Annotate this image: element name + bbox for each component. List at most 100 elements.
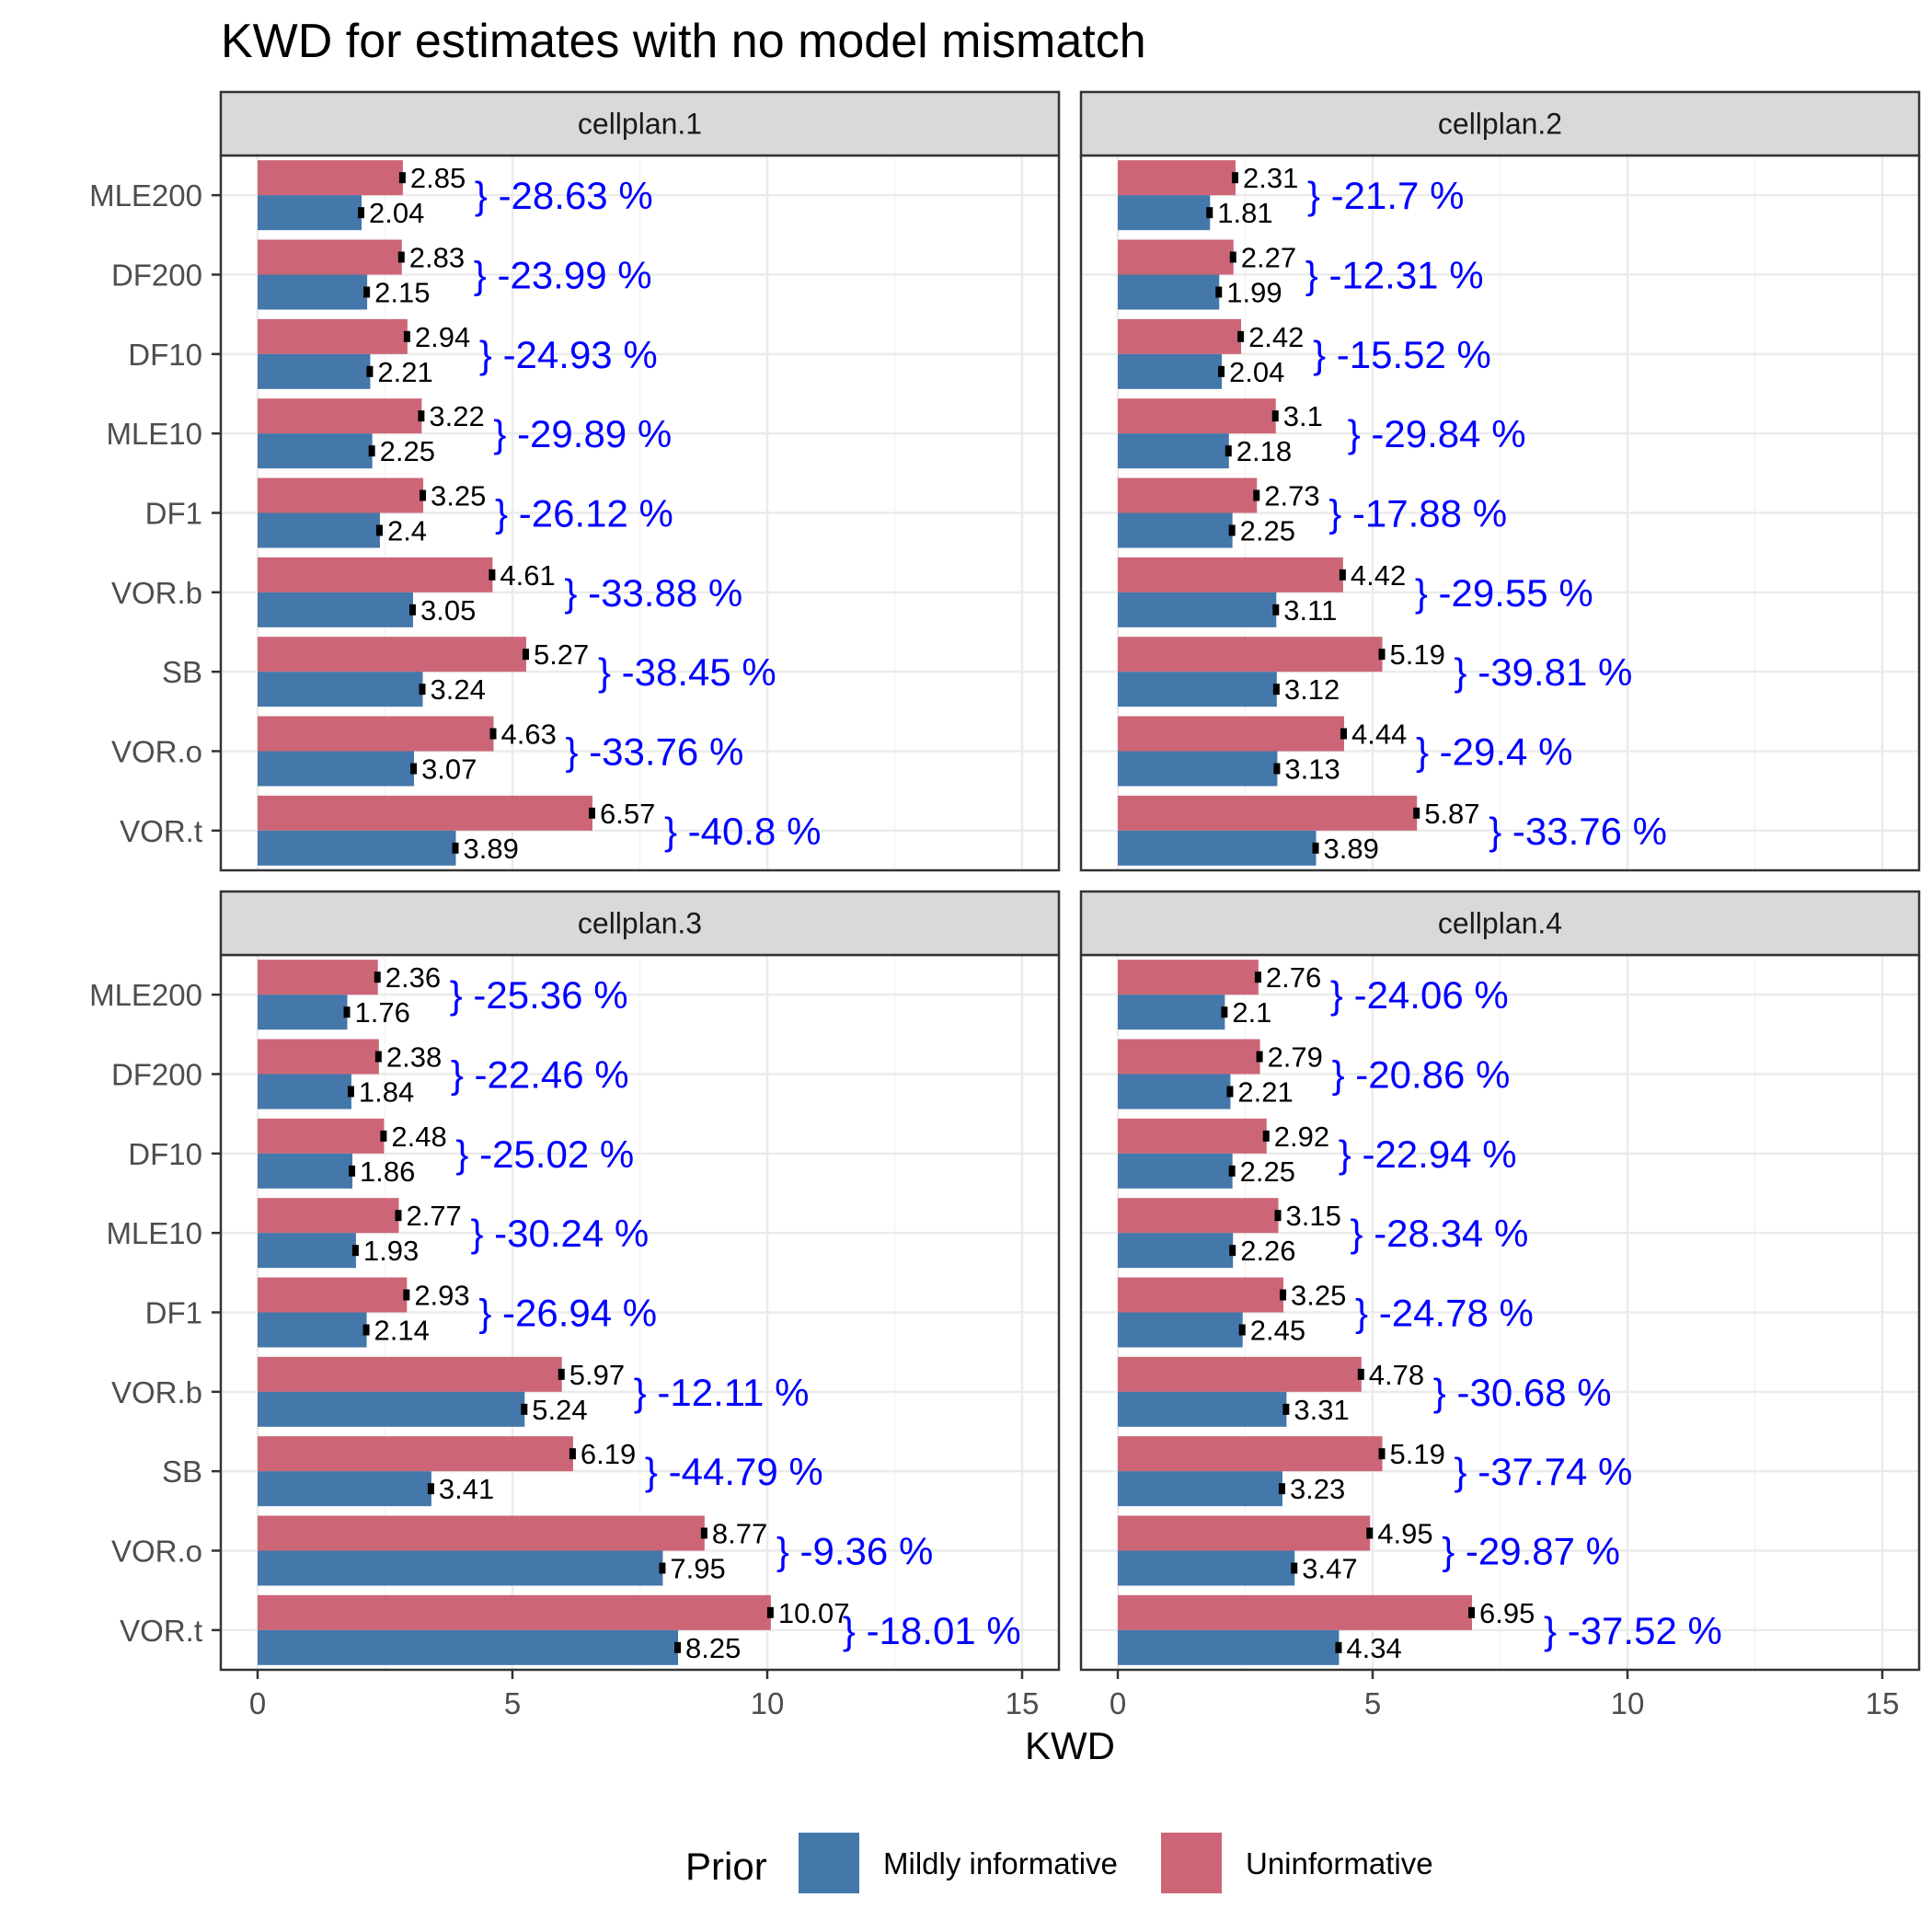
errorbar-mildly-informative-VOR.b bbox=[408, 604, 416, 615]
bar-mildly-informative-MLE200 bbox=[258, 195, 362, 231]
value-label-uninformative-DF10: 2.92 bbox=[1274, 1121, 1329, 1153]
value-label-uninformative-VOR.o: 8.77 bbox=[712, 1518, 767, 1550]
errorbar-mildly-informative-VOR.t bbox=[1335, 1641, 1342, 1653]
value-label-mildly-informative-VOR.o: 7.95 bbox=[670, 1553, 725, 1585]
value-label-uninformative-VOR.t: 6.57 bbox=[600, 798, 655, 830]
bar-mildly-informative-DF200 bbox=[1118, 1074, 1231, 1110]
value-label-mildly-informative-DF10: 2.21 bbox=[377, 356, 432, 388]
errorbar-mildly-informative-SB bbox=[427, 1483, 434, 1495]
pct-change-label-SB: } -44.79 % bbox=[645, 1450, 823, 1493]
errorbar-uninformative-DF10 bbox=[403, 330, 410, 342]
y-tick-label-SB: SB bbox=[162, 1455, 202, 1489]
errorbar-uninformative-VOR.t bbox=[1468, 1606, 1476, 1618]
bar-mildly-informative-VOR.o bbox=[258, 751, 415, 787]
bar-mildly-informative-SB bbox=[258, 672, 423, 707]
value-label-mildly-informative-VOR.b: 5.24 bbox=[532, 1394, 587, 1426]
x-tick-label: 15 bbox=[1866, 1686, 1900, 1720]
value-label-uninformative-MLE10: 3.15 bbox=[1286, 1200, 1341, 1232]
strip-background bbox=[1079, 890, 1921, 957]
strip-background bbox=[219, 890, 1061, 957]
bar-uninformative-SB bbox=[1118, 637, 1383, 673]
pct-change-label-DF10: } -25.02 % bbox=[455, 1133, 634, 1176]
bar-uninformative-VOR.b bbox=[1118, 1356, 1362, 1392]
errorbar-mildly-informative-MLE200 bbox=[1206, 207, 1213, 219]
errorbar-mildly-informative-SB bbox=[419, 684, 426, 696]
x-tick-label: 5 bbox=[1364, 1686, 1381, 1720]
bar-mildly-informative-VOR.t bbox=[258, 1629, 679, 1665]
bar-mildly-informative-DF200 bbox=[258, 1074, 351, 1110]
bar-mildly-informative-VOR.t bbox=[258, 830, 456, 866]
errorbar-mildly-informative-MLE200 bbox=[343, 1006, 351, 1018]
errorbar-uninformative-VOR.b bbox=[489, 569, 496, 581]
pct-change-label-DF1: } -17.88 % bbox=[1328, 492, 1507, 535]
bar-uninformative-VOR.b bbox=[258, 1356, 562, 1392]
pct-change-label-VOR.b: } -30.68 % bbox=[1433, 1371, 1612, 1414]
value-label-mildly-informative-MLE200: 1.76 bbox=[355, 996, 410, 1029]
value-label-uninformative-VOR.t: 5.87 bbox=[1424, 798, 1479, 830]
errorbar-uninformative-DF10 bbox=[1237, 330, 1245, 342]
errorbar-mildly-informative-DF10 bbox=[366, 365, 374, 377]
pct-change-label-DF1: } -24.78 % bbox=[1355, 1292, 1534, 1335]
errorbar-uninformative-VOR.o bbox=[1340, 728, 1347, 740]
bar-mildly-informative-MLE10 bbox=[258, 433, 373, 469]
bar-uninformative-DF200 bbox=[258, 1039, 379, 1075]
bar-uninformative-SB bbox=[258, 1436, 573, 1472]
bar-uninformative-SB bbox=[1118, 1436, 1383, 1472]
errorbar-uninformative-VOR.t bbox=[588, 807, 595, 819]
x-tick-label: 0 bbox=[1110, 1686, 1126, 1720]
errorbar-mildly-informative-SB bbox=[1278, 1483, 1285, 1495]
value-label-mildly-informative-MLE10: 2.18 bbox=[1236, 435, 1292, 467]
bar-mildly-informative-MLE200 bbox=[258, 995, 348, 1030]
errorbar-mildly-informative-DF1 bbox=[375, 524, 383, 536]
errorbar-mildly-informative-MLE200 bbox=[358, 207, 365, 219]
strip-label: cellplan.1 bbox=[578, 108, 702, 141]
value-label-mildly-informative-DF200: 2.21 bbox=[1237, 1076, 1293, 1109]
errorbar-mildly-informative-MLE10 bbox=[1225, 445, 1232, 457]
errorbar-mildly-informative-DF1 bbox=[1228, 524, 1236, 536]
bar-mildly-informative-VOR.b bbox=[1118, 592, 1277, 627]
errorbar-mildly-informative-DF1 bbox=[362, 1324, 370, 1336]
errorbar-mildly-informative-DF200 bbox=[1215, 286, 1223, 298]
panel-cellplan.3: 2.361.76} -25.36 %2.381.84} -22.46 %2.48… bbox=[89, 890, 1061, 1720]
errorbar-uninformative-MLE10 bbox=[1274, 1210, 1282, 1222]
errorbar-mildly-informative-VOR.t bbox=[1312, 842, 1319, 854]
value-label-mildly-informative-SB: 3.41 bbox=[439, 1473, 494, 1505]
errorbar-uninformative-MLE10 bbox=[395, 1210, 402, 1222]
bar-uninformative-VOR.b bbox=[1118, 557, 1343, 592]
y-tick-label-MLE200: MLE200 bbox=[89, 178, 202, 213]
pct-change-label-DF10: } -15.52 % bbox=[1313, 333, 1491, 376]
value-label-mildly-informative-DF10: 2.04 bbox=[1229, 356, 1284, 388]
bar-mildly-informative-DF10 bbox=[1118, 1153, 1233, 1189]
errorbar-uninformative-VOR.b bbox=[1339, 569, 1346, 581]
errorbar-uninformative-SB bbox=[1378, 1448, 1386, 1460]
bar-uninformative-DF1 bbox=[1118, 477, 1258, 513]
value-label-uninformative-DF200: 2.27 bbox=[1241, 242, 1296, 274]
value-label-mildly-informative-DF1: 2.4 bbox=[387, 515, 427, 547]
value-label-mildly-informative-DF200: 1.99 bbox=[1226, 277, 1282, 309]
bar-uninformative-VOR.t bbox=[258, 795, 592, 831]
value-label-mildly-informative-VOR.b: 3.11 bbox=[1283, 594, 1337, 627]
strip-background bbox=[1079, 90, 1921, 157]
errorbar-mildly-informative-VOR.t bbox=[452, 842, 459, 854]
y-tick-label-DF200: DF200 bbox=[111, 1058, 202, 1092]
value-label-uninformative-DF10: 2.48 bbox=[391, 1121, 446, 1153]
errorbar-mildly-informative-DF10 bbox=[349, 1165, 356, 1177]
value-label-uninformative-MLE200: 2.76 bbox=[1266, 961, 1321, 994]
panel-cellplan.2: 2.311.81} -21.7 %2.271.99} -12.31 %2.422… bbox=[1079, 90, 1921, 872]
value-label-mildly-informative-MLE200: 2.04 bbox=[369, 197, 424, 229]
bar-mildly-informative-MLE10 bbox=[1118, 433, 1229, 469]
bar-uninformative-DF200 bbox=[258, 239, 402, 275]
value-label-uninformative-DF200: 2.79 bbox=[1268, 1041, 1323, 1074]
bar-uninformative-MLE200 bbox=[258, 160, 403, 196]
errorbar-uninformative-MLE10 bbox=[1271, 410, 1279, 422]
y-tick-label-VOR.t: VOR.t bbox=[120, 1614, 202, 1648]
value-label-mildly-informative-MLE200: 2.1 bbox=[1232, 996, 1271, 1029]
bar-uninformative-DF200 bbox=[1118, 239, 1234, 275]
pct-change-label-VOR.o: } -9.36 % bbox=[776, 1530, 933, 1573]
bar-uninformative-VOR.t bbox=[1118, 795, 1418, 831]
pct-change-label-DF10: } -22.94 % bbox=[1339, 1133, 1517, 1176]
legend: Prior Mildly informative Uninformative bbox=[685, 1833, 1433, 1893]
pct-change-label-DF10: } -24.93 % bbox=[479, 333, 658, 376]
errorbar-uninformative-DF200 bbox=[1256, 1051, 1263, 1063]
